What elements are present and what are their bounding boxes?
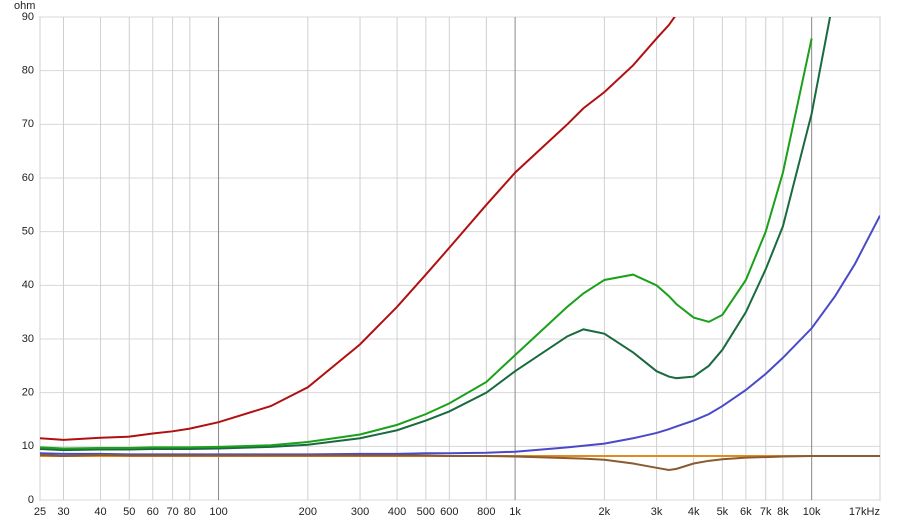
y-tick-label: 60 bbox=[22, 172, 34, 184]
y-tick-label: 0 bbox=[28, 494, 34, 506]
y-tick-label: 90 bbox=[22, 11, 34, 23]
series-line bbox=[40, 17, 832, 452]
x-tick-label: 40 bbox=[94, 506, 106, 518]
y-tick-label: 70 bbox=[22, 118, 34, 130]
x-tick-label: 50 bbox=[123, 506, 135, 518]
x-tick-label: 100 bbox=[209, 506, 227, 518]
x-tick-label: 10k bbox=[803, 506, 821, 518]
x-tick-label: 17kHz bbox=[849, 506, 880, 518]
x-tick-label: 800 bbox=[477, 506, 495, 518]
x-tick-label: 3k bbox=[651, 506, 663, 518]
x-tick-label: 25 bbox=[34, 506, 46, 518]
x-tick-label: 2k bbox=[599, 506, 611, 518]
x-tick-label: 600 bbox=[440, 506, 458, 518]
grid bbox=[39, 16, 881, 501]
series-line bbox=[40, 38, 813, 450]
x-tick-label: 6k bbox=[740, 506, 752, 518]
x-tick-label: 4k bbox=[688, 506, 700, 518]
x-tick-label: 60 bbox=[147, 506, 159, 518]
y-tick-label: 30 bbox=[22, 333, 34, 345]
series-line bbox=[40, 453, 880, 471]
y-axis-label: ohm bbox=[14, 0, 35, 12]
x-tick-label: 5k bbox=[717, 506, 729, 518]
x-tick-label: 1k bbox=[509, 506, 521, 518]
x-tick-label: 30 bbox=[57, 506, 69, 518]
series-line bbox=[40, 215, 880, 456]
x-tick-label: 8k bbox=[777, 506, 789, 518]
x-tick-label: 7k bbox=[760, 506, 772, 518]
series-line bbox=[40, 17, 676, 441]
plot-area bbox=[39, 16, 881, 501]
labels: 0 10 20 30 40 50 60 70 80 90 25 30 40 50 60 70 80 100 200 3… bbox=[22, 11, 880, 518]
x-tick-label: 500 bbox=[417, 506, 435, 518]
x-tick-label: 400 bbox=[388, 506, 406, 518]
x-tick-label: 80 bbox=[184, 506, 196, 518]
y-tick-label: 10 bbox=[22, 440, 34, 452]
x-tick-label: 70 bbox=[166, 506, 178, 518]
x-tick-label: 200 bbox=[299, 506, 317, 518]
x-tick-label: 300 bbox=[351, 506, 369, 518]
y-tick-label: 50 bbox=[22, 226, 34, 238]
y-tick-label: 40 bbox=[22, 279, 34, 291]
lines bbox=[40, 17, 880, 471]
y-tick-label: 20 bbox=[22, 387, 34, 399]
y-tick-label: 80 bbox=[22, 65, 34, 77]
